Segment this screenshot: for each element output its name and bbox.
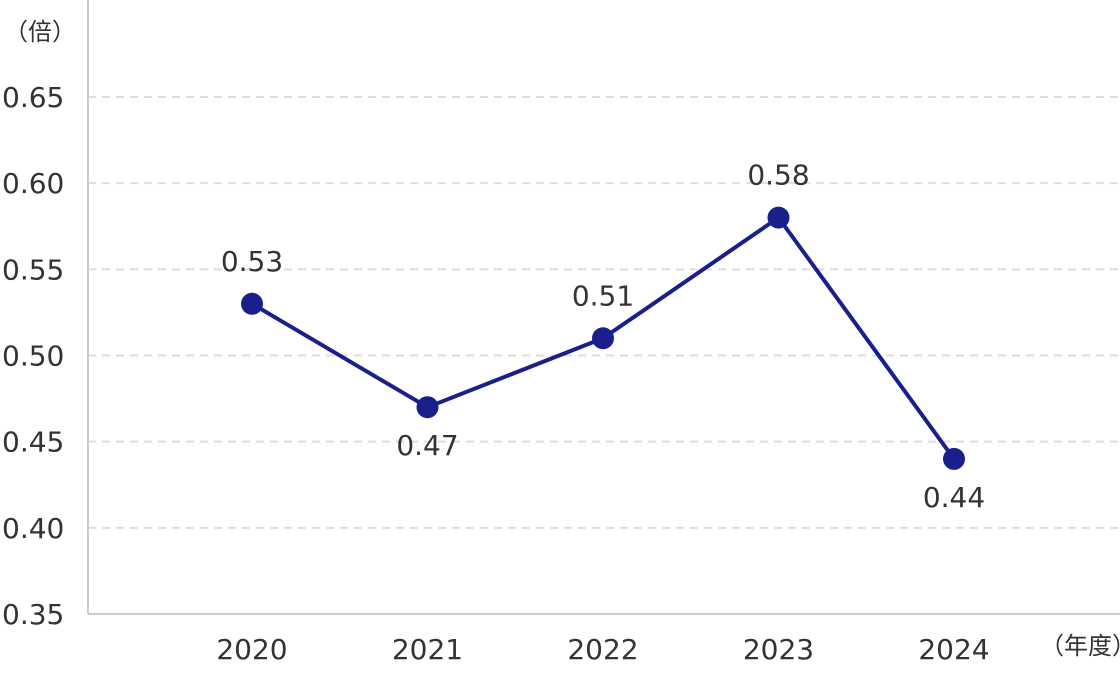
x-tick-labels: 2020 2021 2022 2023 2024 [216, 633, 989, 666]
x-tick-label: 2020 [216, 633, 287, 666]
data-point [592, 327, 614, 350]
y-tick-label: 0.45 [2, 426, 64, 459]
y-tick-label: 0.40 [2, 512, 64, 545]
y-tick-label: 0.65 [2, 81, 64, 114]
y-tick-label: 0.55 [2, 253, 64, 286]
data-label: 0.53 [221, 245, 283, 278]
x-tick-label: 2022 [567, 633, 638, 666]
data-label: 0.51 [572, 279, 634, 312]
y-tick-label: 0.50 [2, 340, 64, 373]
data-label: 0.44 [923, 481, 985, 514]
data-point [943, 447, 965, 470]
y-tick-label: 0.35 [2, 598, 64, 631]
data-point [767, 206, 790, 229]
y-tick-labels: 0.35 0.40 0.45 0.50 0.55 0.60 0.65 [2, 81, 64, 631]
data-label: 0.47 [396, 429, 458, 462]
y-unit-label: （倍） [4, 18, 76, 46]
y-tick-label: 0.60 [2, 167, 64, 200]
x-tick-label: 2023 [743, 633, 814, 666]
x-tick-label: 2021 [392, 633, 463, 666]
data-label: 0.58 [747, 159, 809, 192]
data-point [241, 292, 263, 315]
x-unit-label: （年度） [1040, 632, 1120, 660]
data-point [416, 396, 439, 419]
data-points [241, 206, 965, 470]
grid-lines [88, 96, 1120, 529]
data-labels: 0.53 0.47 0.51 0.58 0.44 [221, 159, 985, 514]
x-tick-label: 2024 [918, 633, 989, 666]
